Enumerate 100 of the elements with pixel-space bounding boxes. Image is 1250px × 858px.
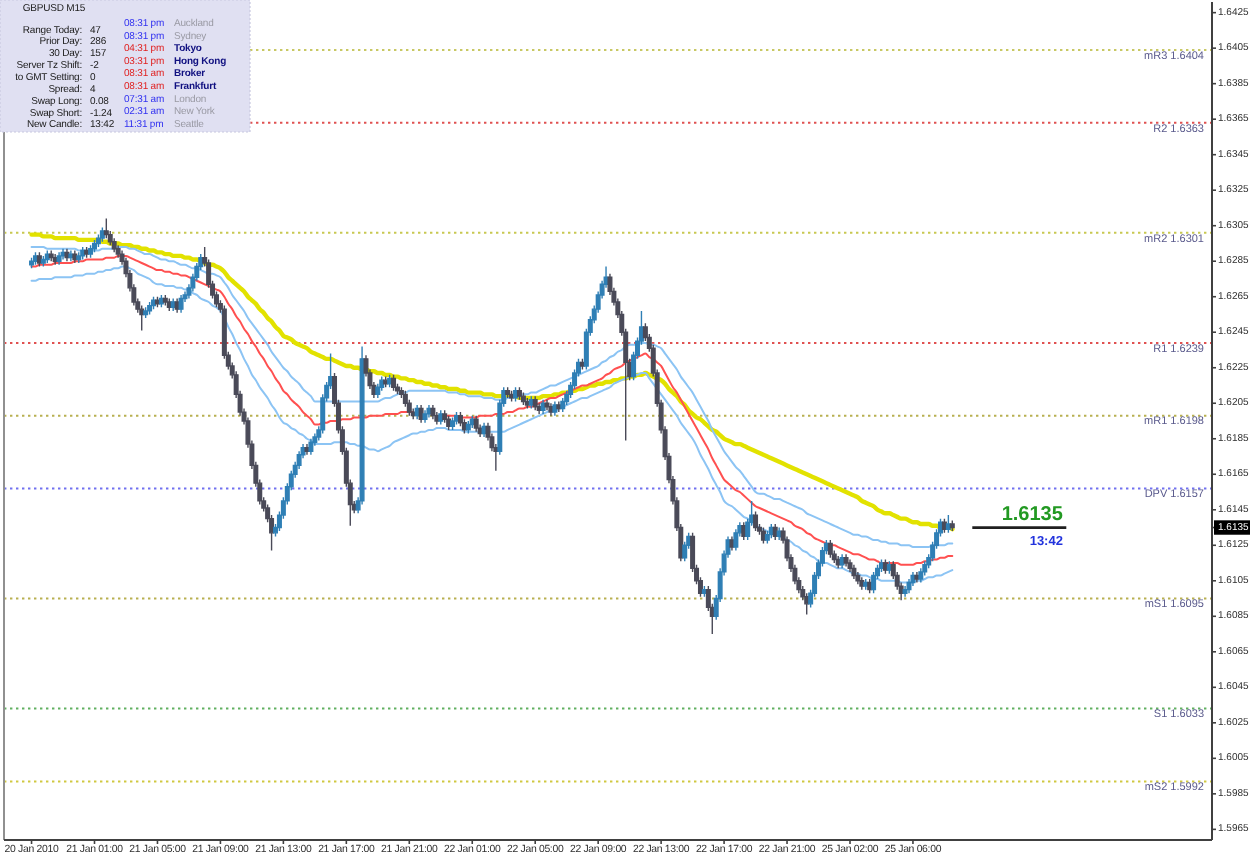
candlestick xyxy=(855,571,861,586)
candlestick xyxy=(520,391,526,406)
candlestick xyxy=(847,558,853,573)
candlestick xyxy=(115,244,121,259)
candlestick xyxy=(442,409,448,424)
candlestick xyxy=(516,386,522,401)
candlestick xyxy=(402,390,408,408)
candlestick xyxy=(99,226,105,243)
candlestick xyxy=(76,251,82,264)
candlestick xyxy=(465,420,471,435)
candlestick xyxy=(513,386,519,403)
candlestick xyxy=(162,294,168,307)
candlestick xyxy=(906,578,912,594)
text: 1.6135 xyxy=(1001,503,1064,526)
candlestick xyxy=(92,239,97,254)
candlestick xyxy=(450,416,456,431)
candlestick xyxy=(827,539,833,559)
candlestick xyxy=(579,358,585,371)
candlestick xyxy=(918,567,924,584)
candlestick xyxy=(418,404,424,424)
candlestick xyxy=(843,553,849,568)
candlestick xyxy=(32,251,38,266)
candlestick xyxy=(461,418,467,435)
candlestick xyxy=(394,383,400,396)
candlestick xyxy=(556,400,562,413)
candlestick xyxy=(914,571,920,584)
candlestick xyxy=(457,411,463,428)
candlestick xyxy=(422,409,428,424)
candlestick xyxy=(863,578,869,591)
candlestick xyxy=(308,438,314,456)
candlestick xyxy=(871,571,877,594)
candlestick xyxy=(552,400,558,417)
candlestick xyxy=(398,386,404,399)
candlestick xyxy=(80,246,86,261)
candlestick xyxy=(414,404,420,420)
candlestick xyxy=(886,560,892,575)
candlestick xyxy=(772,523,778,541)
candlestick xyxy=(434,411,440,426)
candlestick xyxy=(72,249,78,264)
candlestick xyxy=(878,558,884,573)
candlestick xyxy=(56,251,62,266)
candlestick xyxy=(910,571,916,587)
candlestick xyxy=(859,576,865,591)
candlestick xyxy=(304,443,310,456)
candlestick xyxy=(103,217,109,239)
candlestick xyxy=(64,248,70,262)
candlestick xyxy=(760,526,766,545)
candlestick xyxy=(84,246,90,259)
candlestick xyxy=(88,244,94,259)
candlestick xyxy=(473,414,479,433)
candlestick xyxy=(902,585,908,598)
candlestick xyxy=(528,395,534,410)
candlestick xyxy=(158,294,164,309)
candlestick xyxy=(170,297,176,312)
candlestick xyxy=(359,345,365,506)
candlestick xyxy=(52,253,58,266)
candlestick xyxy=(111,237,117,254)
candlestick xyxy=(505,386,511,399)
candlestick xyxy=(454,411,460,426)
candlestick xyxy=(949,519,955,532)
candlestick xyxy=(178,294,184,314)
candlestick xyxy=(564,390,570,406)
candlestick xyxy=(882,558,888,575)
candlestick xyxy=(477,423,483,438)
candlestick xyxy=(804,592,810,616)
candlestick xyxy=(166,297,172,312)
candlestick xyxy=(532,395,538,412)
candlestick xyxy=(139,304,145,332)
candlestick xyxy=(682,541,688,562)
candlestick xyxy=(851,564,857,580)
candlestick xyxy=(68,249,74,262)
candlestick xyxy=(701,585,707,598)
candlestick xyxy=(296,450,302,470)
candlestick xyxy=(438,409,444,426)
candlestick xyxy=(40,255,46,268)
candlestick xyxy=(945,514,951,534)
candlestick xyxy=(548,402,554,417)
candlestick xyxy=(835,555,841,570)
candlestick xyxy=(733,528,739,552)
candlestick xyxy=(922,560,928,577)
candlestick xyxy=(174,297,180,314)
candlestick xyxy=(406,398,412,417)
candlestick xyxy=(391,374,397,392)
candlestick xyxy=(776,526,782,541)
candlestick xyxy=(375,383,381,399)
candlestick xyxy=(536,402,542,415)
candlestick xyxy=(560,397,566,413)
candlestick xyxy=(143,306,149,319)
candlestick xyxy=(941,517,947,534)
candlestick xyxy=(379,375,385,392)
candlestick xyxy=(147,301,153,316)
candlestick xyxy=(312,432,318,447)
candlestick xyxy=(544,398,550,412)
candlestick xyxy=(839,553,845,570)
candlestick xyxy=(764,530,770,545)
candlestick xyxy=(753,510,759,532)
candlestick xyxy=(430,404,436,420)
candlestick xyxy=(426,404,432,419)
candlestick xyxy=(95,233,101,248)
candlestick xyxy=(540,398,546,415)
